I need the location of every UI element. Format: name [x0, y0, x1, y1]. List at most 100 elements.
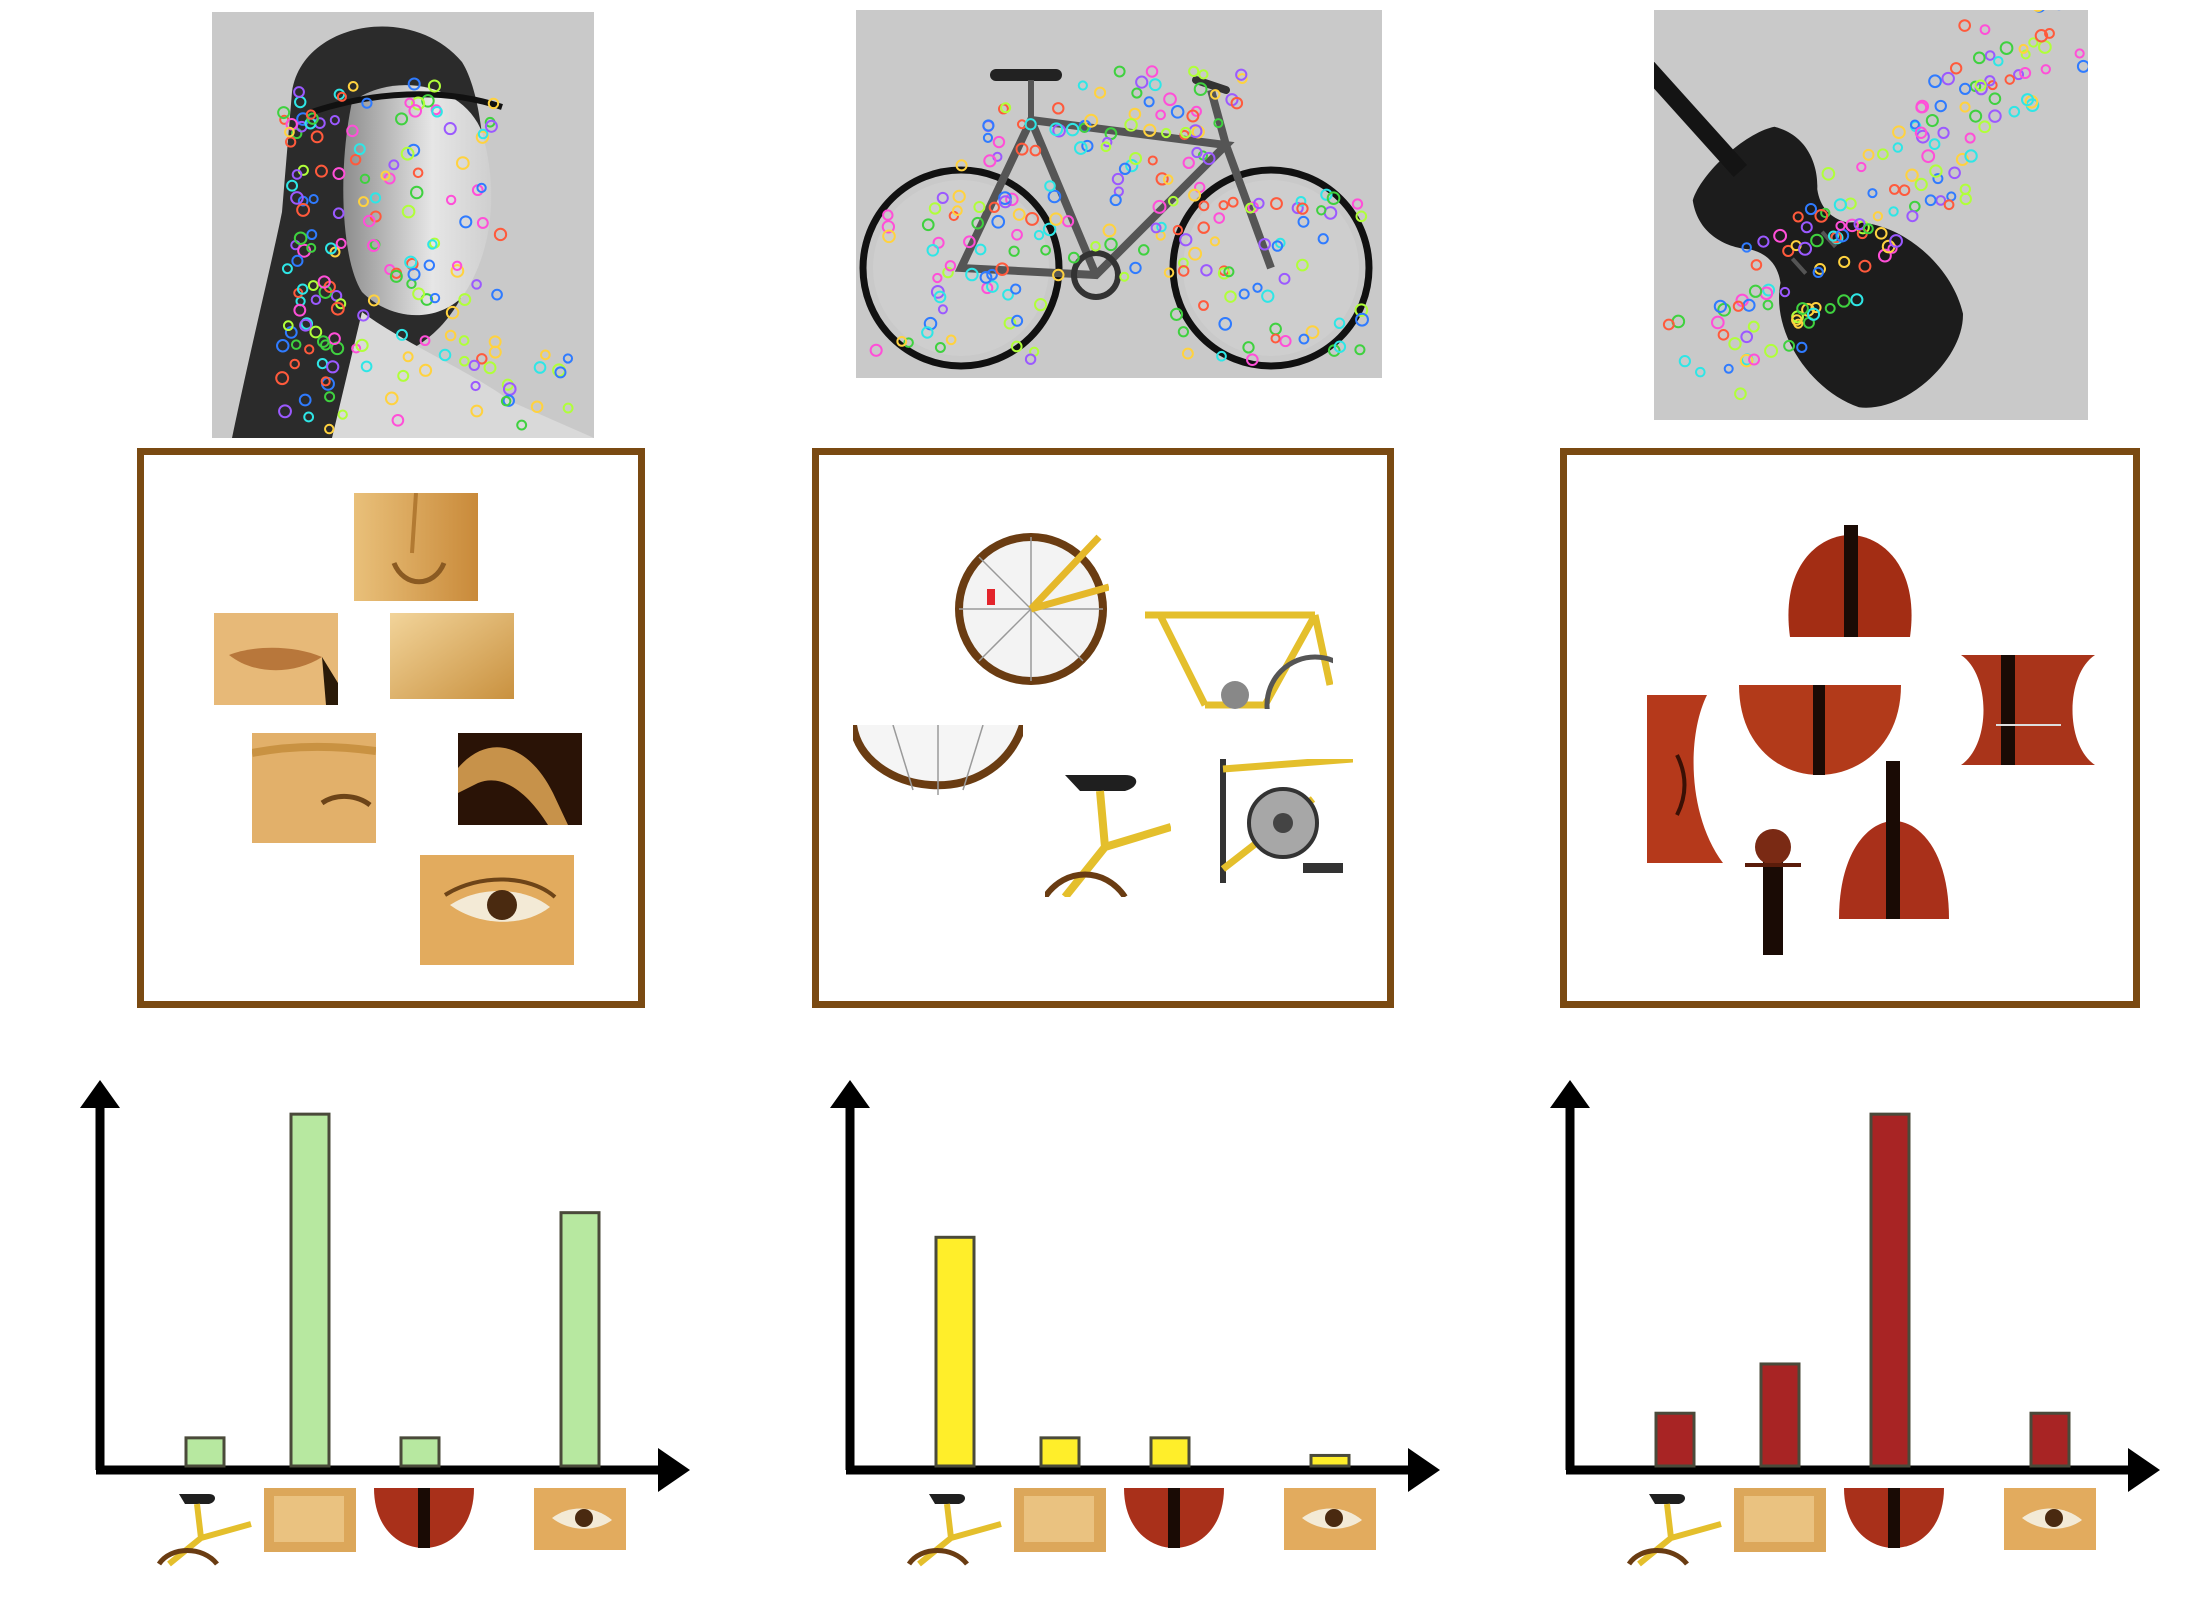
- keypoint-marker: [476, 182, 487, 194]
- keypoint-marker: [2040, 64, 2051, 75]
- histogram-bar: [289, 1112, 331, 1468]
- keypoint-marker: [1024, 118, 1037, 131]
- keypoint-marker: [320, 339, 332, 351]
- keypoint-marker: [2074, 48, 2085, 59]
- portrait-photo: [212, 12, 594, 438]
- keypoint-marker: [921, 326, 934, 339]
- keypoint-marker: [1270, 197, 1283, 211]
- keypoint-marker: [1921, 149, 1936, 164]
- keypoint-marker: [1261, 289, 1275, 303]
- portrait-photo-icon: [232, 26, 594, 438]
- keypoint-marker: [1827, 230, 1840, 242]
- hair-patch: [458, 733, 582, 825]
- keypoint-marker: [1928, 74, 1942, 89]
- keypoint-marker: [1800, 221, 1813, 234]
- keypoint-marker: [291, 169, 303, 180]
- x-axis-arrow: [2128, 1448, 2160, 1492]
- keypoint-marker: [1959, 101, 1971, 113]
- keypoint-marker: [1949, 62, 1963, 75]
- keypoint-marker: [979, 270, 993, 284]
- keypoint-marker: [459, 355, 470, 367]
- keypoint-marker: [296, 202, 311, 217]
- keypoint-marker: [1147, 155, 1158, 166]
- keypoint-marker: [1762, 299, 1774, 311]
- keypoint-marker: [296, 283, 309, 295]
- keypoint-marker: [388, 159, 400, 171]
- keypoint-marker: [1049, 122, 1064, 137]
- keypoint-marker: [992, 135, 1006, 149]
- keypoint-marker: [419, 335, 431, 347]
- keypoint-marker: [1143, 96, 1155, 108]
- keypoint-marker: [973, 200, 986, 214]
- keypoint-marker: [418, 363, 433, 377]
- keypoint-marker: [320, 376, 331, 387]
- keypoint-marker: [1258, 237, 1271, 251]
- keypoint-marker: [1163, 92, 1177, 107]
- keypoint-marker: [355, 338, 369, 352]
- keypoint-marker: [1747, 320, 1760, 333]
- violin-neck-patch: [1839, 761, 1949, 919]
- keypoint-marker: [2020, 49, 2031, 60]
- keypoint-marker: [2008, 105, 2021, 118]
- keypoint-marker: [349, 153, 362, 166]
- keypoint-marker: [1812, 266, 1824, 279]
- keypoint-marker: [332, 207, 345, 220]
- keypoint-marker: [275, 371, 290, 386]
- keypoint-marker: [483, 361, 497, 375]
- keypoint-marker: [1213, 212, 1226, 224]
- keypoint-marker: [1047, 189, 1062, 204]
- keypoint-marker: [1779, 286, 1791, 298]
- keypoint-marker: [2019, 67, 2032, 80]
- keypoint-marker: [1271, 240, 1284, 252]
- keypoint-marker: [476, 353, 488, 365]
- keypoint-marker: [476, 217, 489, 229]
- keypoint-marker: [293, 303, 307, 317]
- histogram-bar: [1149, 1436, 1191, 1468]
- histogram-bar: [934, 1235, 976, 1468]
- keypoint-marker: [1317, 233, 1329, 245]
- keypoint-marker: [487, 97, 500, 110]
- keypoint-marker: [293, 86, 305, 98]
- keypoint-marker: [1128, 107, 1142, 121]
- keypoint-marker: [411, 96, 426, 111]
- keypoint-marker: [1964, 149, 1978, 163]
- keypoint-marker: [1810, 233, 1824, 248]
- violin-photo: [1654, 10, 2088, 420]
- keypoint-marker: [389, 269, 403, 283]
- keypoint-marker: [443, 122, 457, 136]
- keypoint-marker: [395, 328, 408, 341]
- keypoint-marker: [458, 293, 472, 306]
- keypoint-marker: [516, 419, 528, 431]
- keypoint-marker: [2028, 37, 2039, 48]
- keypoint-marker: [1172, 224, 1184, 236]
- keypoint-marker: [1102, 223, 1117, 238]
- keypoint-marker: [903, 337, 914, 348]
- keypoint-marker: [1209, 89, 1221, 100]
- keypoint-marker: [995, 262, 1009, 277]
- keypoint-marker: [445, 305, 460, 320]
- keypoint-marker: [1238, 288, 1250, 300]
- keypoint-marker: [317, 335, 330, 348]
- keypoint-marker: [1065, 122, 1080, 137]
- rear-wheel-patch: [949, 527, 1109, 691]
- keypoint-marker: [1354, 344, 1366, 356]
- keypoint-marker: [1005, 192, 1019, 207]
- eye-patch-icon: [2004, 1488, 2096, 1550]
- keypoint-marker: [1033, 298, 1048, 312]
- keypoint-marker: [2018, 43, 2029, 54]
- keypoint-marker: [1662, 318, 1675, 331]
- keypoint-marker: [1838, 255, 1851, 268]
- keypoint-marker: [1177, 265, 1190, 277]
- keypoint-marker: [488, 335, 502, 349]
- keypoint-marker: [308, 194, 319, 205]
- keypoint-marker: [1181, 347, 1194, 360]
- keypoint-marker: [965, 267, 979, 282]
- keypoint-marker: [1067, 251, 1080, 264]
- keypoint-marker: [1979, 24, 1991, 35]
- keypoint-marker: [1941, 71, 1955, 86]
- keypoint-marker: [1695, 366, 1706, 378]
- keypoint-marker: [1732, 300, 1744, 312]
- keypoint-marker: [1874, 226, 1888, 240]
- keypoint-marker: [1138, 244, 1150, 256]
- keypoint-marker: [1782, 244, 1795, 257]
